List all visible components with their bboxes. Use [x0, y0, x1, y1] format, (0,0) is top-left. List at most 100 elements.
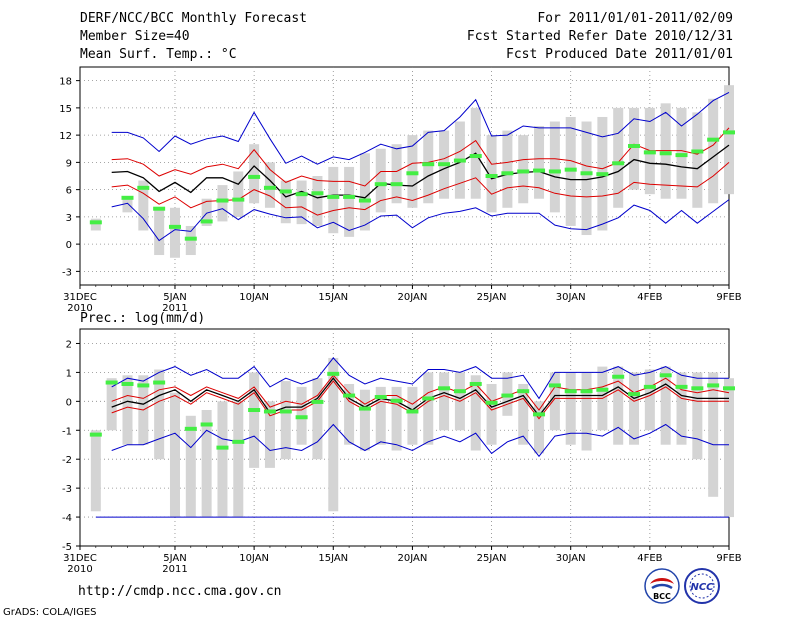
observed-marker: [327, 194, 340, 199]
observed-marker: [564, 389, 577, 394]
observed-marker: [596, 387, 609, 392]
observed-marker: [406, 171, 419, 176]
x-tick-label: 25JAN: [477, 553, 507, 564]
box: [581, 121, 592, 236]
observed-marker: [548, 169, 561, 174]
observed-marker: [263, 185, 276, 190]
box: [280, 180, 291, 224]
observed-marker: [216, 198, 229, 203]
observed-marker: [390, 182, 403, 187]
observed-marker: [153, 380, 166, 385]
x-tick-label: 9FEB: [716, 553, 741, 564]
box: [724, 85, 734, 195]
observed-marker: [675, 153, 688, 158]
box: [375, 386, 386, 445]
observed-marker: [675, 384, 688, 389]
y-tick-label: -3: [62, 484, 72, 495]
box: [724, 378, 734, 518]
box: [296, 180, 307, 225]
observed-marker: [659, 373, 672, 378]
observed-marker: [311, 191, 324, 196]
y-tick-label: -2: [62, 455, 72, 466]
box: [90, 218, 101, 231]
box: [676, 372, 687, 445]
series-line-mean: [111, 377, 729, 417]
box: [344, 166, 355, 237]
observed-marker: [374, 394, 387, 399]
observed-marker: [216, 445, 229, 450]
box: [581, 372, 592, 451]
box: [249, 372, 260, 468]
forecast-range-label: For 2011/01/01-2011/02/09: [537, 11, 733, 26]
observed-marker: [89, 432, 102, 437]
x-tick-sublabel: 2010: [67, 564, 92, 575]
y-tick-label: 3: [66, 213, 72, 224]
y-tick-label: -1: [62, 426, 72, 437]
box: [391, 144, 402, 204]
box: [312, 378, 323, 460]
observed-marker: [248, 408, 261, 413]
box: [549, 372, 560, 431]
y-tick-label: 12: [59, 131, 72, 142]
observed-marker: [279, 189, 292, 194]
box: [629, 372, 640, 445]
box: [708, 98, 719, 204]
box: [660, 366, 671, 445]
box: [169, 392, 180, 518]
observed-marker: [232, 197, 245, 202]
variable-label-temperature: Mean Surf. Temp.: °C: [80, 47, 237, 62]
box: [90, 430, 101, 512]
observed-marker: [628, 392, 641, 397]
box: [423, 372, 434, 445]
observed-marker: [422, 162, 435, 167]
box: [122, 198, 133, 213]
observed-marker: [643, 384, 656, 389]
box: [407, 386, 418, 445]
observed-marker: [580, 389, 593, 394]
observed-marker: [263, 409, 276, 414]
box: [169, 207, 180, 258]
observed-marker: [137, 383, 150, 388]
observed-marker: [517, 169, 530, 174]
observed-marker: [121, 381, 134, 386]
observed-marker: [121, 195, 134, 200]
observed-marker: [374, 182, 387, 187]
y-tick-label: -3: [62, 267, 72, 278]
observed-marker: [485, 174, 498, 178]
box: [534, 401, 545, 454]
observed-marker: [438, 386, 451, 391]
observed-marker: [533, 412, 546, 417]
observed-marker: [659, 151, 672, 156]
y-tick-label: 9: [66, 158, 72, 169]
box: [264, 401, 275, 468]
observed-marker: [89, 220, 102, 225]
observed-marker: [327, 371, 340, 376]
box: [518, 383, 529, 445]
box: [312, 176, 323, 226]
box: [217, 401, 228, 518]
observed-marker: [248, 174, 261, 179]
x-tick-label: 15JAN: [318, 292, 348, 303]
fcst-produced-label: Fcst Produced Date 2011/01/01: [506, 47, 733, 62]
box: [359, 153, 370, 231]
series-line-lower: [111, 380, 729, 420]
observed-marker: [643, 150, 656, 155]
observed-marker: [358, 406, 371, 411]
box: [154, 369, 165, 460]
box: [280, 381, 291, 460]
x-tick-sublabel: 2011: [162, 564, 187, 575]
series-line-upper: [111, 127, 730, 187]
box: [470, 375, 481, 451]
box: [138, 180, 149, 231]
box: [185, 415, 196, 518]
x-tick-label: 5JAN: [163, 553, 186, 564]
source-url[interactable]: http://cmdp.ncc.cma.gov.cn: [78, 584, 282, 599]
observed-marker: [343, 393, 356, 398]
observed-marker: [723, 386, 735, 391]
observed-marker: [200, 219, 213, 224]
box: [549, 121, 560, 213]
box: [122, 375, 133, 445]
observed-marker: [691, 149, 704, 154]
